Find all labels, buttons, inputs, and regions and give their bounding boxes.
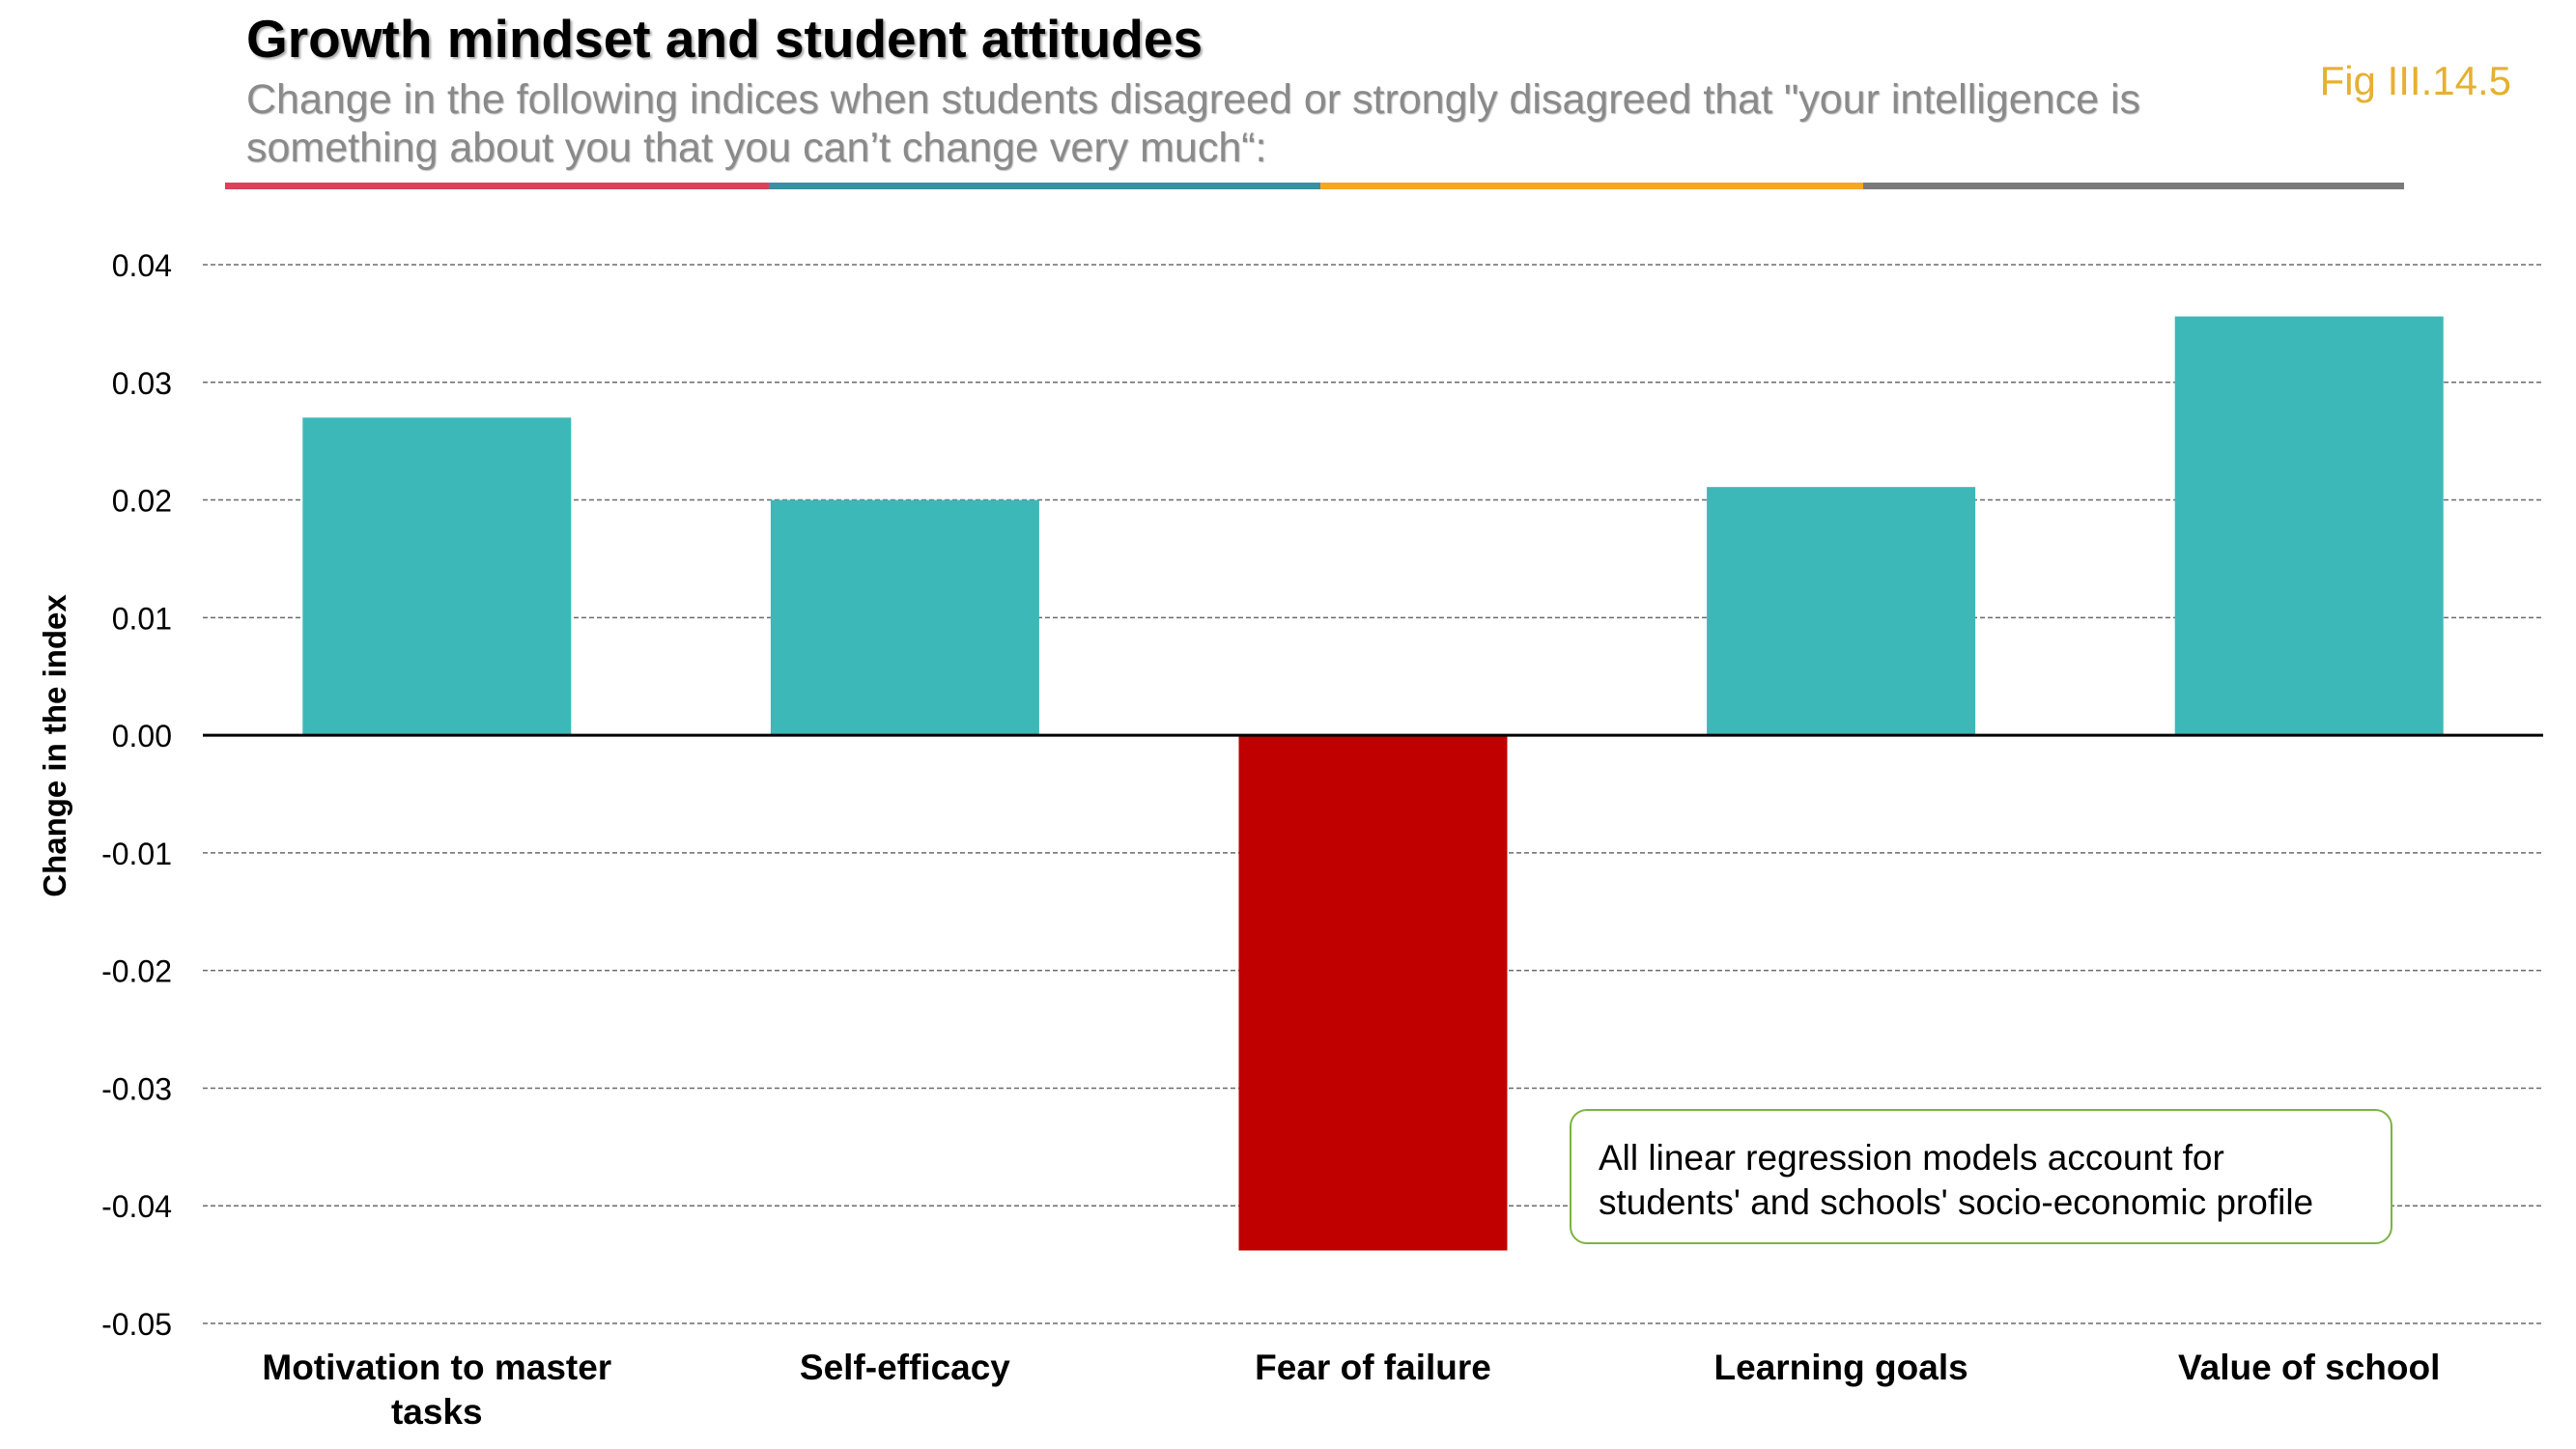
bar	[2174, 316, 2444, 736]
color-strip-segment	[1320, 183, 1863, 189]
y-tick-label: 0.00	[112, 719, 172, 753]
x-tick-label: Self-efficacy	[800, 1348, 1010, 1387]
bar	[1707, 487, 1976, 736]
figure-label: Fig III.14.5	[2319, 58, 2511, 103]
annotation-text: All linear regression models account for…	[1599, 1138, 2314, 1222]
x-tick-label: Motivation to master	[262, 1348, 611, 1387]
y-tick-label: -0.02	[101, 954, 172, 989]
color-strip	[225, 183, 2404, 189]
color-strip-segment	[769, 183, 1320, 189]
x-tick-label: tasks	[391, 1392, 483, 1432]
x-tick-label: Value of school	[2178, 1348, 2440, 1387]
chart-title: Growth mindset and student attitudes	[246, 9, 1203, 69]
bar	[302, 417, 572, 736]
x-tick-label: Learning goals	[1714, 1348, 1968, 1387]
bar	[1238, 735, 1508, 1251]
chart-subtitle: Change in the following indices when stu…	[246, 76, 2140, 171]
y-tick-label: 0.03	[112, 366, 172, 401]
y-tick-label: -0.03	[101, 1071, 172, 1106]
annotation-box: All linear regression models account for…	[1570, 1109, 2392, 1244]
y-tick-label: -0.01	[101, 837, 172, 871]
y-axis-label: Change in the index	[37, 594, 72, 897]
color-strip-segment	[225, 183, 769, 189]
bar	[770, 499, 1039, 736]
color-strip-segment	[1863, 183, 2404, 189]
x-tick-label: Fear of failure	[1255, 1348, 1491, 1387]
y-tick-label: 0.01	[112, 601, 172, 636]
y-tick-label: -0.05	[101, 1307, 172, 1342]
y-tick-label: 0.02	[112, 484, 172, 519]
y-tick-label: -0.04	[101, 1189, 172, 1224]
y-tick-label: 0.04	[112, 248, 172, 283]
